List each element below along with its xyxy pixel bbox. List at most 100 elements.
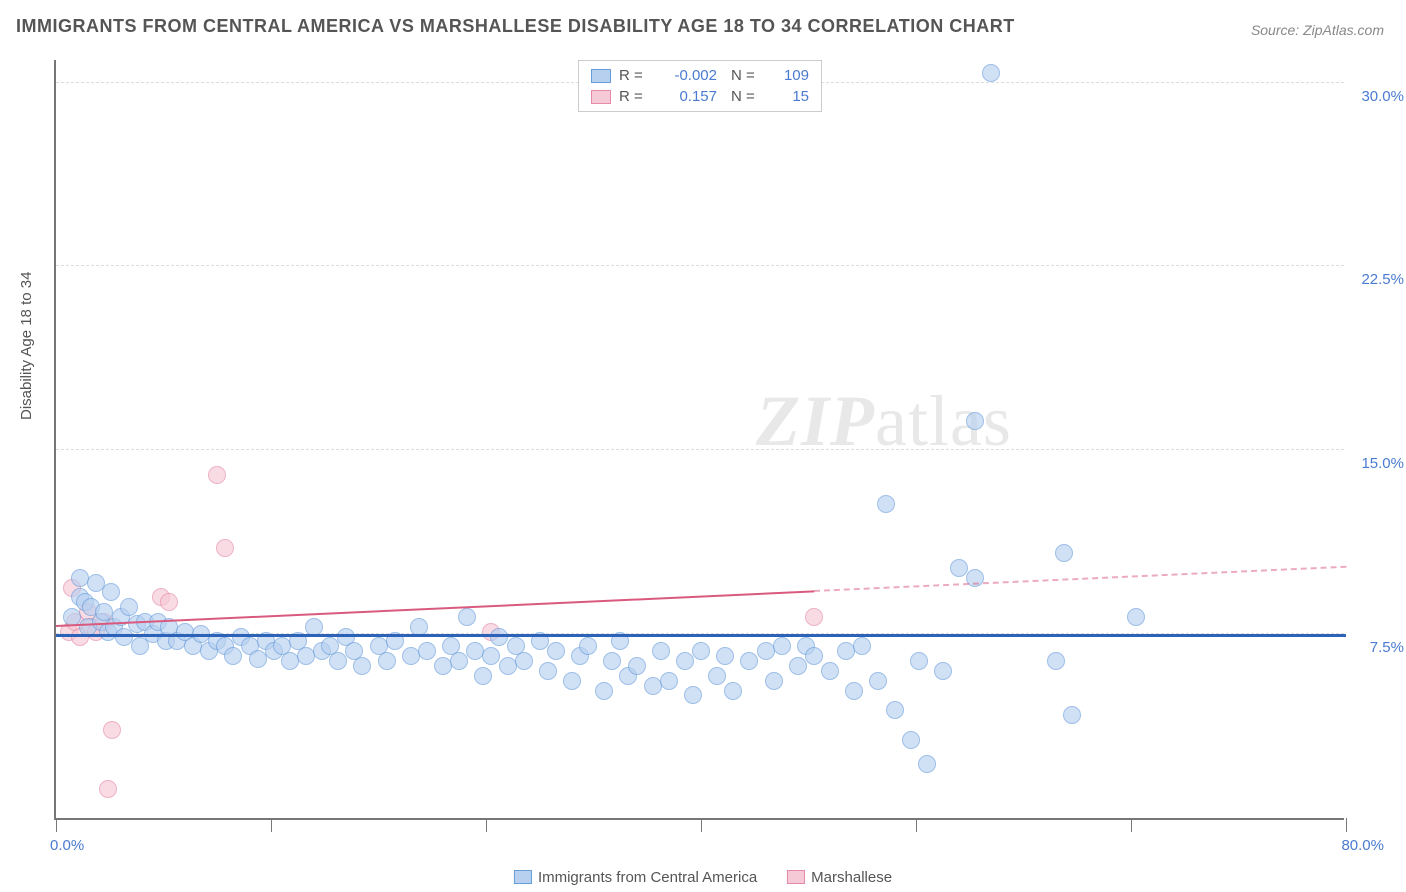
scatter-point [490,628,508,646]
scatter-point [603,652,621,670]
scatter-point [450,652,468,670]
scatter-point [579,637,597,655]
plot-area: ZIPatlas R = -0.002 N = 109 R = 0.157 N … [54,60,1344,820]
x-tick [56,818,57,832]
x-axis-min-label: 0.0% [50,837,84,854]
scatter-point [853,637,871,655]
n-label: N = [731,88,761,105]
x-tick [701,818,702,832]
scatter-point [918,755,936,773]
y-tick-label: 30.0% [1361,88,1404,105]
scatter-point [982,64,1000,82]
legend-swatch-2 [591,90,611,104]
legend-swatch-1 [591,69,611,83]
scatter-point [910,652,928,670]
scatter-point [716,647,734,665]
gridline-h [56,449,1344,450]
scatter-point [410,618,428,636]
scatter-point [765,672,783,690]
chart-title: IMMIGRANTS FROM CENTRAL AMERICA VS MARSH… [16,16,1015,37]
scatter-point [660,672,678,690]
scatter-point [684,686,702,704]
scatter-point [563,672,581,690]
scatter-point [1055,544,1073,562]
scatter-point [418,642,436,660]
source-attribution: Source: ZipAtlas.com [1251,22,1384,38]
x-axis-max-label: 80.0% [1341,837,1384,854]
x-tick [916,818,917,832]
scatter-point [474,667,492,685]
scatter-point [539,662,557,680]
x-tick [1346,818,1347,832]
n-value-1: 109 [769,67,809,84]
scatter-point [805,608,823,626]
series-1-name: Immigrants from Central America [538,869,757,886]
scatter-point [120,598,138,616]
scatter-point [99,780,117,798]
n-label: N = [731,67,761,84]
gridline-h [56,265,1344,266]
scatter-point [103,721,121,739]
scatter-point [329,652,347,670]
scatter-point [845,682,863,700]
scatter-point [821,662,839,680]
scatter-point [353,657,371,675]
y-tick-label: 15.0% [1361,455,1404,472]
scatter-point [305,618,323,636]
scatter-point [652,642,670,660]
scatter-point [1063,706,1081,724]
scatter-point [805,647,823,665]
correlation-legend: R = -0.002 N = 109 R = 0.157 N = 15 [578,60,822,112]
r-label: R = [619,88,649,105]
scatter-point [740,652,758,670]
x-tick [271,818,272,832]
scatter-point [934,662,952,680]
scatter-point [950,559,968,577]
series-2-name: Marshallese [811,869,892,886]
y-tick-label: 7.5% [1370,639,1404,656]
scatter-point [482,647,500,665]
scatter-point [869,672,887,690]
r-value-2: 0.157 [657,88,717,105]
scatter-point [886,701,904,719]
scatter-point [208,466,226,484]
scatter-point [378,652,396,670]
x-tick [486,818,487,832]
legend-row-series1: R = -0.002 N = 109 [591,65,809,86]
scatter-point [1047,652,1065,670]
r-label: R = [619,67,649,84]
scatter-point [547,642,565,660]
scatter-point [877,495,895,513]
scatter-point [902,731,920,749]
y-tick-label: 22.5% [1361,271,1404,288]
scatter-point [1127,608,1145,626]
scatter-point [595,682,613,700]
legend-swatch-2b [787,870,805,884]
scatter-point [160,593,178,611]
scatter-point [458,608,476,626]
x-tick [1131,818,1132,832]
scatter-point [773,637,791,655]
trend-line [56,634,1346,637]
n-value-2: 15 [769,88,809,105]
scatter-point [224,647,242,665]
scatter-point [676,652,694,670]
scatter-point [628,657,646,675]
scatter-point [102,583,120,601]
scatter-point [789,657,807,675]
scatter-point [708,667,726,685]
scatter-point [515,652,533,670]
trend-line-dashed [814,566,1346,592]
legend-row-series2: R = 0.157 N = 15 [591,86,809,107]
legend-swatch-1b [514,870,532,884]
y-axis-title: Disability Age 18 to 34 [18,272,35,420]
r-value-1: -0.002 [657,67,717,84]
series-legend: Immigrants from Central America Marshall… [514,869,892,886]
scatter-point [71,569,89,587]
legend-item-1: Immigrants from Central America [514,869,757,886]
legend-item-2: Marshallese [787,869,892,886]
scatter-point [692,642,710,660]
scatter-point [724,682,742,700]
scatter-point [966,412,984,430]
scatter-point [216,539,234,557]
